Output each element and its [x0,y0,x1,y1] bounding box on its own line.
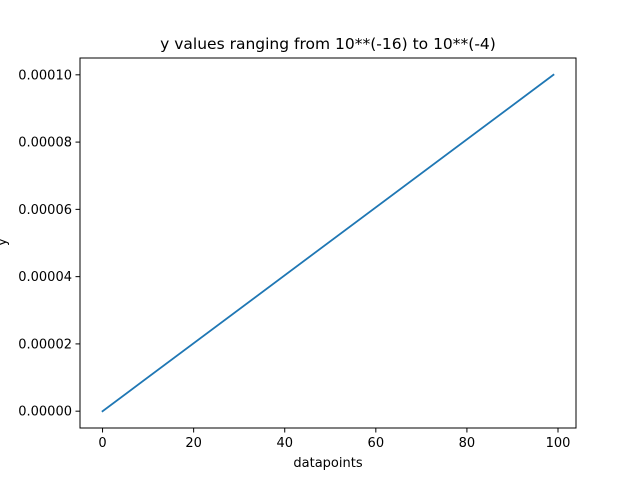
x-tick-label: 100 [546,436,571,451]
chart-title: y values ranging from 10**(-16) to 10**(… [160,35,496,53]
x-tick-label: 40 [276,436,293,451]
y-tick-label: 0.00008 [18,136,72,151]
x-tick-label: 80 [459,436,476,451]
y-tick-label: 0.00006 [18,203,72,218]
y-tick-label: 0.00010 [18,68,72,83]
x-tick-label: 0 [98,436,106,451]
series-line-0 [101,73,555,413]
y-tick-label: 0.00004 [18,270,72,285]
series-layer [101,73,555,413]
x-tick-label: 20 [185,436,202,451]
x-axis-label: datapoints [293,456,362,471]
x-tick-label: 60 [368,436,385,451]
axes-frame [79,57,577,429]
y-axis-label: y [0,238,10,246]
y-tick-label: 0.00002 [18,337,72,352]
axes: 0 20 40 60 80 100 0.00000 0.00002 0.00004 0.00006… [18,57,577,451]
y-tick-label: 0.00000 [18,405,72,420]
